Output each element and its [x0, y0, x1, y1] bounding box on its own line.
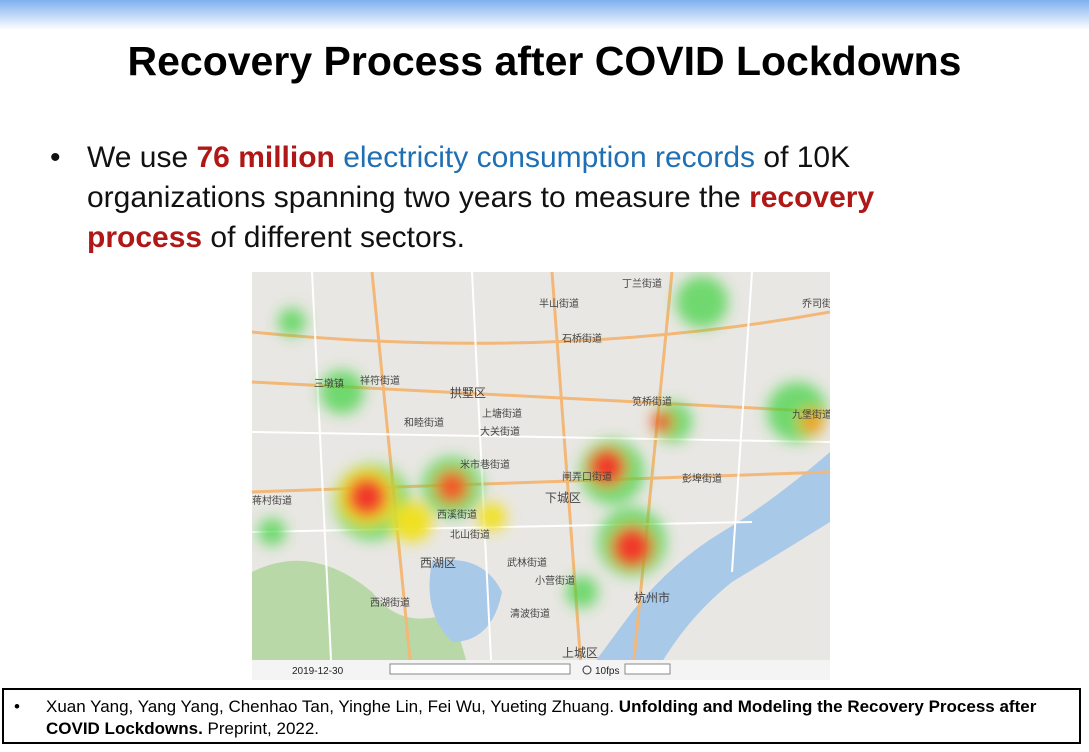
map-label: 小营街道: [535, 574, 575, 587]
citation: • Xuan Yang, Yang Yang, Chenhao Tan, Yin…: [2, 688, 1081, 744]
map-label: 九堡街道: [792, 408, 830, 421]
emphasis: recovery process: [87, 181, 875, 254]
bullet: • We use 76 million electricity consumpt…: [50, 138, 990, 258]
map-label: 祥符街道: [360, 374, 400, 387]
player-icon[interactable]: [582, 665, 592, 675]
map-label: 上塘街道: [482, 407, 522, 420]
paper-title: Unfolding and Modeling the Recovery Proc…: [46, 697, 1037, 738]
map-label: 闸弄口街道: [562, 470, 612, 483]
authors: Xuan Yang, Yang Yang, Chenhao Tan, Yingh…: [46, 697, 619, 716]
map-label: 杭州市: [634, 590, 670, 605]
header-band: [0, 0, 1089, 30]
streets: [252, 272, 830, 680]
map-label: 西湖街道: [370, 596, 410, 609]
player-date: 2019-12-30: [292, 666, 344, 677]
speed-slider[interactable]: [624, 663, 671, 675]
text: of 10K organizations spanning two years …: [87, 141, 851, 214]
text: We use: [87, 141, 197, 174]
heat-blobs: [258, 276, 827, 608]
river: [582, 452, 830, 680]
player-speed: 10fps: [595, 666, 619, 677]
map-label: 三墩镇: [314, 377, 344, 390]
map-label: 北山街道: [450, 528, 490, 541]
venue: Preprint, 2022.: [202, 719, 320, 738]
map-label: 上城区: [562, 646, 598, 660]
highlight: electricity consumption records: [334, 141, 756, 174]
citation-marker: •: [14, 697, 20, 716]
map-label: 下城区: [545, 491, 581, 505]
slide-title: Recovery Process after COVID Lockdowns: [127, 38, 962, 84]
map-label: 蒋村街道: [252, 494, 292, 507]
map-label: 西湖区: [420, 555, 456, 570]
bullet-marker: •: [50, 141, 61, 174]
map-label: 拱墅区: [450, 386, 486, 400]
map-label: 米市巷街道: [460, 458, 510, 471]
hills: [252, 560, 472, 680]
map-label: 和睦街道: [404, 416, 444, 429]
bullet-text: We use 76 million electricity consumptio…: [87, 138, 990, 258]
citation-text: Xuan Yang, Yang Yang, Chenhao Tan, Yingh…: [46, 696, 1066, 740]
lake: [429, 560, 502, 642]
map-label: 彭埠街道: [682, 472, 722, 485]
map-label: 丁兰街道: [622, 277, 662, 290]
map-label: 清波街道: [510, 607, 550, 620]
player-slider[interactable]: [389, 663, 571, 675]
map-label: 半山街道: [539, 297, 579, 310]
map-label: 西溪街道: [437, 508, 477, 521]
map-label: 大关街道: [480, 425, 520, 438]
map-label: 乔司街道: [802, 297, 830, 310]
map-label: 武林街道: [507, 556, 547, 569]
emphasis: 76 million: [196, 141, 335, 174]
map-label: 笕桥街道: [632, 395, 672, 408]
text: of different sectors.: [202, 221, 465, 254]
map-label: 石桥街道: [562, 332, 602, 345]
